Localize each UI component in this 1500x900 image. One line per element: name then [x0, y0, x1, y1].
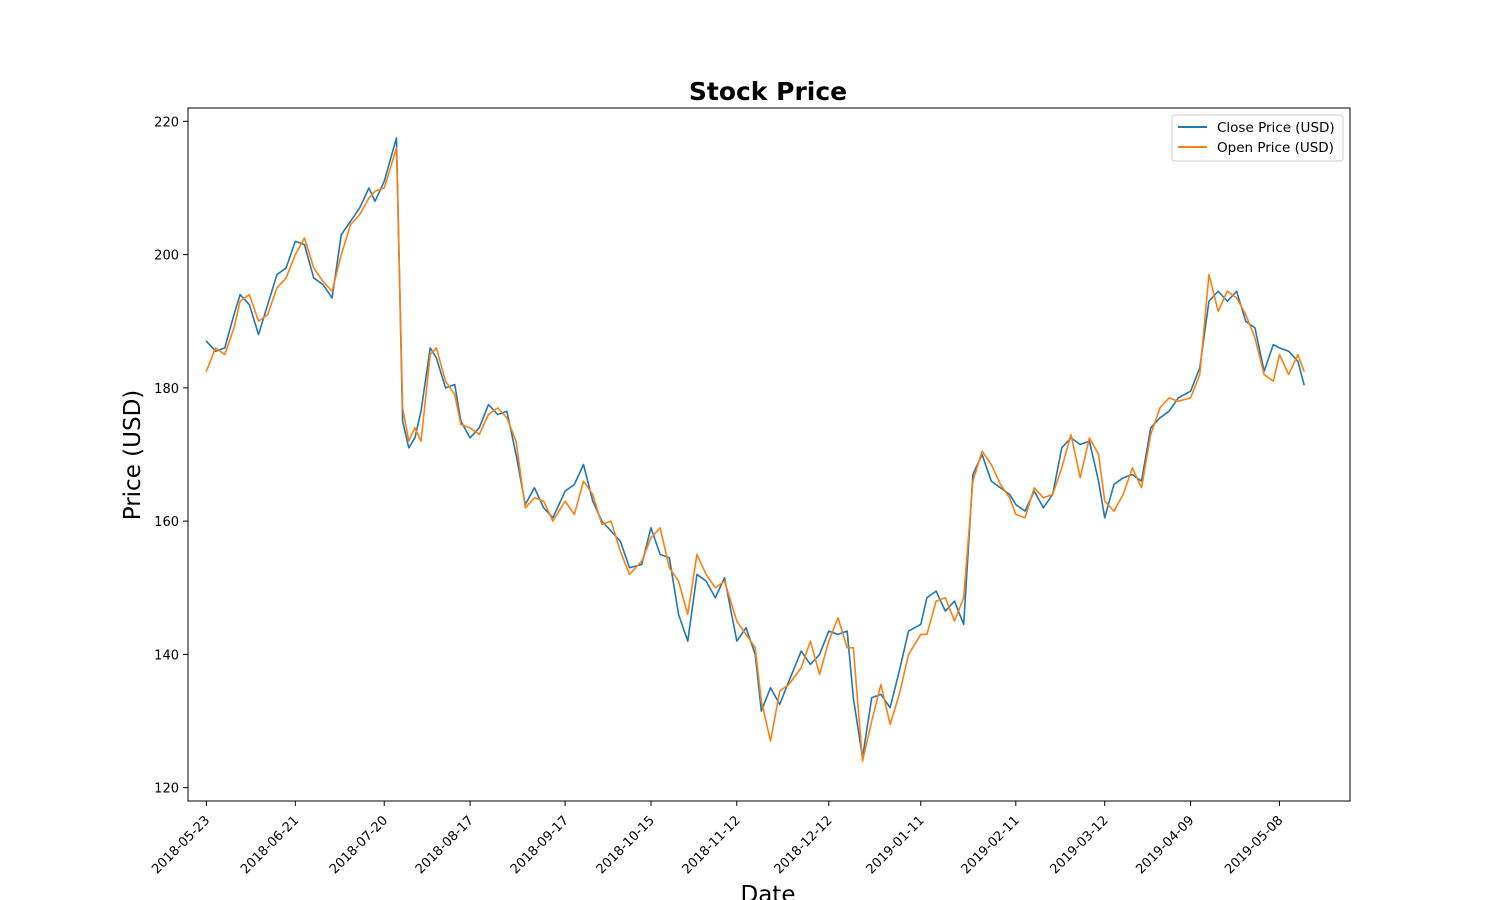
x-tick-label: 2019-01-11 — [864, 813, 928, 877]
x-tick-label: 2018-09-17 — [508, 813, 572, 877]
y-tick-label: 220 — [154, 115, 179, 130]
legend-label: Close Price (USD) — [1217, 120, 1335, 136]
series-line-open-price — [205, 147, 1305, 762]
legend-box — [1171, 114, 1344, 162]
chart-title: Stock Price — [689, 77, 847, 106]
x-axis-ticks: 2018-05-23 2018-06-21 2018-07-20 2018-08-17… — [149, 801, 1286, 877]
series-layer — [205, 137, 1305, 762]
y-axis-ticks: 120 140 160 180 200 220 — [154, 115, 188, 797]
x-axis-label: Date — [741, 882, 796, 900]
legend: Close Price (USD) Open Price (USD) — [1171, 114, 1344, 162]
y-tick-label: 180 — [154, 382, 179, 397]
x-tick-label: 2018-06-21 — [238, 813, 302, 877]
x-tick-label: 2018-10-15 — [594, 813, 658, 877]
y-tick-label: 140 — [154, 648, 179, 663]
x-tick-label: 2018-12-12 — [772, 813, 836, 877]
x-tick-label: 2019-05-08 — [1222, 813, 1286, 877]
x-tick-label: 2018-08-17 — [413, 813, 477, 877]
y-axis-label: Price (USD) — [120, 390, 146, 521]
y-tick-label: 120 — [154, 782, 179, 797]
series-line-close-price — [205, 137, 1305, 759]
legend-label: Open Price (USD) — [1217, 140, 1334, 156]
x-tick-label: 2018-05-23 — [149, 813, 213, 877]
x-tick-label: 2019-04-09 — [1133, 813, 1197, 877]
x-tick-label: 2019-03-12 — [1048, 813, 1112, 877]
x-tick-label: 2018-07-20 — [327, 813, 391, 877]
plot-area-frame — [187, 107, 1351, 802]
x-tick-label: 2019-02-11 — [959, 813, 1023, 877]
y-tick-label: 160 — [154, 515, 179, 530]
x-tick-label: 2018-11-12 — [680, 813, 744, 877]
y-tick-label: 200 — [154, 249, 179, 264]
